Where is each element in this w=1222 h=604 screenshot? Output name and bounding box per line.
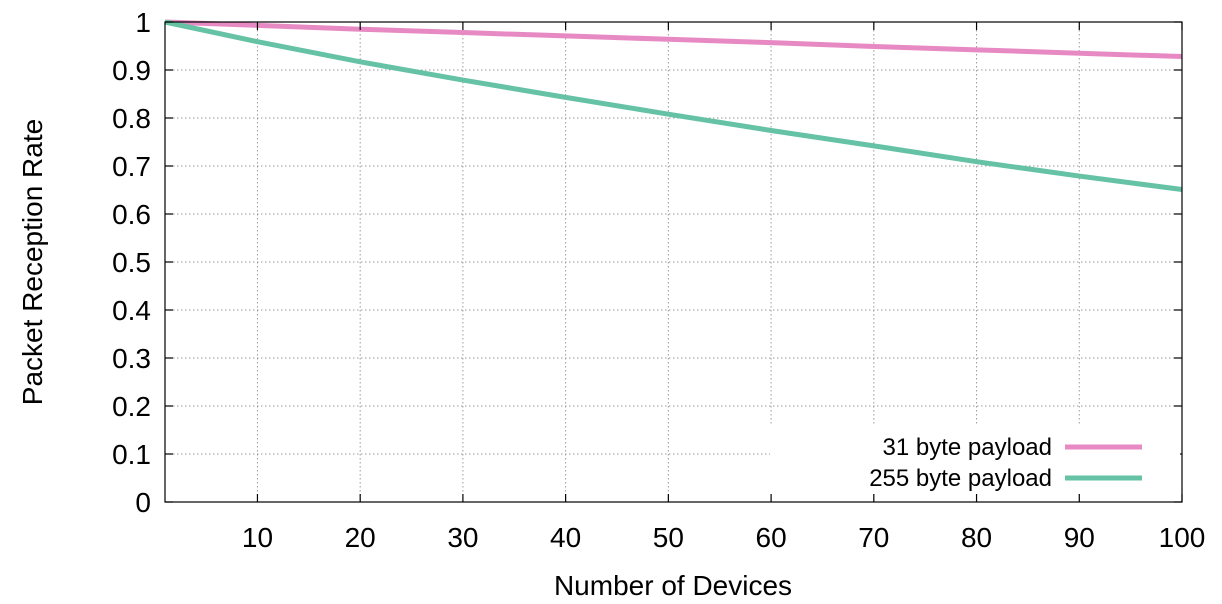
y-tick-label: 0.7: [112, 151, 151, 182]
y-tick-label: 1: [135, 7, 151, 38]
y-tick-label: 0.2: [112, 391, 151, 422]
y-tick-label: 0.3: [112, 343, 151, 374]
x-tick-label: 10: [242, 522, 273, 553]
y-tick-label: 0.9: [112, 55, 151, 86]
legend-background: [770, 426, 1180, 494]
x-tick-label: 50: [653, 522, 684, 553]
x-tick-label: 30: [447, 522, 478, 553]
series-line-31-byte: [164, 19, 1183, 60]
grid: [165, 22, 1182, 502]
legend-label-255-byte: 255 byte payload: [869, 465, 1052, 492]
y-axis-title: Packet Reception Rate: [17, 119, 48, 405]
x-tick-label: 40: [550, 522, 581, 553]
x-tick-label: 80: [961, 522, 992, 553]
y-tick-label: 0.4: [112, 295, 151, 326]
legend: 31 byte payload 255 byte payload: [770, 426, 1180, 494]
x-tick-label: 100: [1159, 522, 1206, 553]
y-tick-label: 0.5: [112, 247, 151, 278]
y-tick-label: 0: [135, 487, 151, 518]
series-line-255-byte: [164, 19, 1183, 192]
x-tick-label: 90: [1064, 522, 1095, 553]
x-tick-label: 20: [345, 522, 376, 553]
y-tick-labels: 0 0.1 0.2 0.3 0.4 0.5 0.6 0.7 0.8 0.9 1: [112, 7, 151, 518]
y-tick-label: 0.6: [112, 199, 151, 230]
y-tick-label: 0.1: [112, 439, 151, 470]
series-lines: [164, 19, 1183, 192]
legend-label-31-byte: 31 byte payload: [883, 434, 1052, 461]
x-tick-label: 60: [756, 522, 787, 553]
y-tick-label: 0.8: [112, 103, 151, 134]
axis-ticks: [165, 21, 1183, 503]
x-tick-label: 70: [858, 522, 889, 553]
x-tick-labels: 10 20 30 40 50 60 70 80 90 100: [242, 522, 1205, 553]
x-axis-title: Number of Devices: [554, 570, 792, 601]
